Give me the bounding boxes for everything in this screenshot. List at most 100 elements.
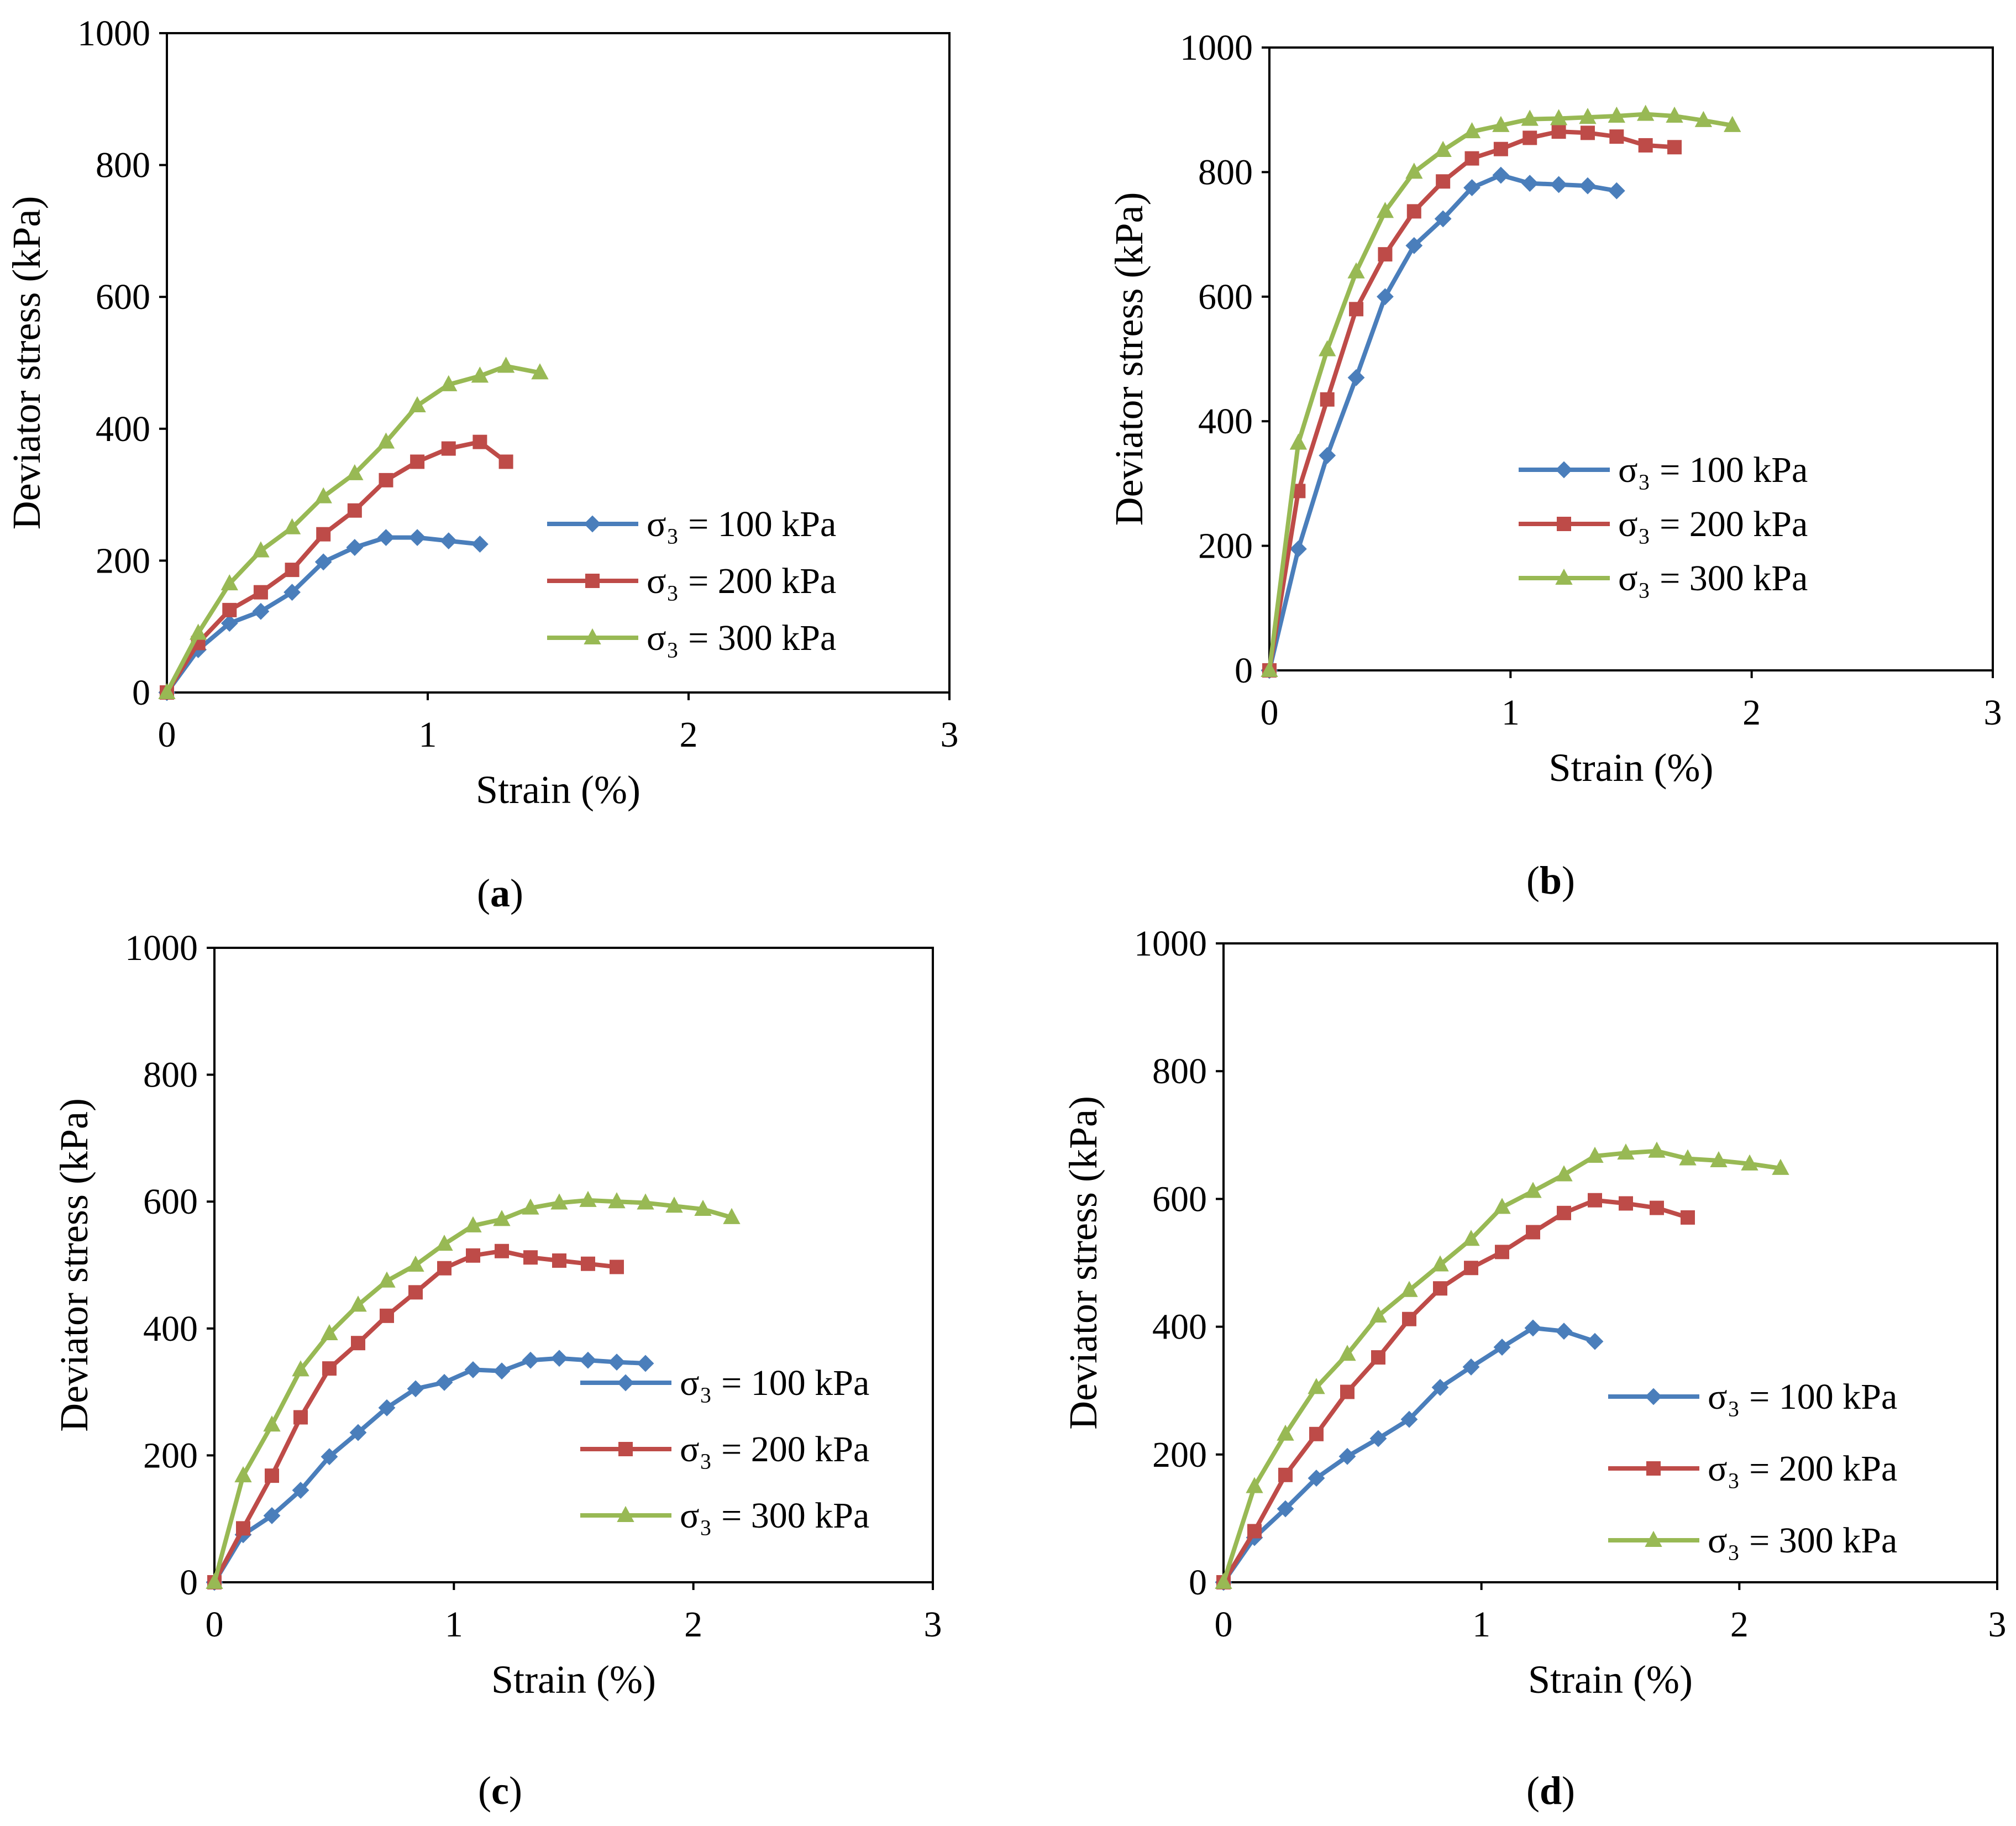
data-point-square bbox=[1580, 125, 1595, 140]
data-point-triangle bbox=[1521, 109, 1539, 126]
data-point-triangle bbox=[252, 541, 270, 558]
legend-marker-triangle bbox=[617, 1505, 634, 1522]
y-tick-label: 1000 bbox=[1180, 28, 1253, 68]
y-axis-title: Deviator stress (kPa) bbox=[52, 1098, 96, 1432]
data-point-diamond bbox=[1369, 1430, 1387, 1447]
data-point-diamond bbox=[1492, 166, 1510, 184]
data-point-triangle bbox=[292, 1360, 309, 1377]
data-point-square bbox=[1588, 1193, 1602, 1208]
series-square bbox=[207, 1243, 624, 1589]
x-tick-label: 0 bbox=[206, 1604, 224, 1645]
x-tick-label: 0 bbox=[1261, 692, 1279, 733]
data-point-diamond bbox=[263, 1507, 281, 1524]
x-tick-label: 1 bbox=[445, 1604, 463, 1645]
data-point-triangle bbox=[1493, 1198, 1511, 1214]
y-tick-label: 200 bbox=[96, 541, 150, 581]
data-point-square bbox=[1681, 1210, 1695, 1225]
data-point-triangle bbox=[435, 1235, 453, 1251]
y-tick-label: 200 bbox=[1198, 526, 1253, 566]
legend-entry: σ₃ = 200 kPa bbox=[580, 1429, 869, 1470]
data-point-diamond bbox=[292, 1482, 309, 1499]
data-point-triangle bbox=[1434, 140, 1452, 157]
y-tick-label: 800 bbox=[1152, 1051, 1207, 1092]
data-point-diamond bbox=[1289, 540, 1307, 558]
series-line bbox=[212, 1356, 648, 1584]
legend-marker-diamond bbox=[1645, 1388, 1662, 1405]
data-point-square bbox=[379, 473, 393, 487]
data-point-diamond bbox=[440, 532, 458, 550]
data-point-square bbox=[1247, 1524, 1262, 1539]
data-point-square bbox=[495, 1243, 509, 1258]
data-point-square bbox=[498, 454, 513, 469]
data-point-triangle bbox=[378, 1271, 396, 1288]
data-point-triangle bbox=[1666, 106, 1683, 123]
data-point-triangle bbox=[1369, 1306, 1387, 1323]
series-line bbox=[165, 364, 542, 695]
x-tick-label: 3 bbox=[941, 715, 959, 755]
data-point-diamond bbox=[471, 536, 489, 553]
data-point-triangle bbox=[1308, 1378, 1325, 1394]
data-point-triangle bbox=[440, 375, 458, 391]
data-point-square bbox=[1309, 1426, 1324, 1441]
series-triangle bbox=[206, 1190, 741, 1589]
data-point-triangle bbox=[314, 487, 332, 503]
data-point-triangle bbox=[263, 1415, 281, 1432]
y-tick-label: 600 bbox=[143, 1182, 198, 1222]
legend-marker-square bbox=[1646, 1461, 1661, 1476]
data-point-diamond bbox=[1308, 1470, 1325, 1487]
legend-marker-square bbox=[585, 574, 600, 588]
panel-caption: (d) bbox=[1526, 1769, 1575, 1813]
x-tick-label: 2 bbox=[680, 715, 698, 755]
data-point-triangle bbox=[1405, 162, 1423, 179]
data-point-diamond bbox=[1462, 1358, 1480, 1376]
x-axis-title: Strain (%) bbox=[1549, 746, 1714, 790]
data-point-diamond bbox=[1579, 177, 1597, 195]
y-tick-label: 1000 bbox=[125, 928, 198, 968]
series-line bbox=[165, 439, 508, 695]
data-point-triangle bbox=[493, 1210, 511, 1226]
legend-marker-triangle bbox=[1645, 1530, 1662, 1547]
data-point-triangle bbox=[471, 366, 489, 383]
data-point-triangle bbox=[1261, 660, 1278, 677]
series-triangle bbox=[1261, 104, 1741, 677]
x-axis-title: Strain (%) bbox=[1528, 1657, 1693, 1702]
y-tick-label: 1000 bbox=[77, 13, 150, 54]
legend-label: σ₃ = 300 kPa bbox=[647, 618, 836, 658]
panel-d: 0 200 400 600 800 1000 0 1 2 3 Strain (%) Deviator … bbox=[1061, 924, 2007, 1813]
data-point-triangle bbox=[1400, 1281, 1418, 1297]
data-point-square bbox=[1349, 302, 1364, 317]
legend-label: σ₃ = 200 kPa bbox=[1618, 504, 1808, 544]
data-point-triangle bbox=[637, 1193, 654, 1210]
series-triangle bbox=[1215, 1141, 1789, 1589]
legend-marker-diamond bbox=[584, 515, 601, 533]
data-point-triangle bbox=[1724, 116, 1741, 132]
x-tick-label: 1 bbox=[419, 715, 437, 755]
legend-entry: σ₃ = 100 kPa bbox=[1608, 1377, 1897, 1417]
data-point-square bbox=[441, 441, 456, 456]
data-point-square bbox=[410, 454, 425, 469]
data-point-square bbox=[1433, 1281, 1447, 1296]
data-point-diamond bbox=[1338, 1447, 1356, 1465]
data-point-square bbox=[1609, 129, 1624, 144]
data-point-diamond bbox=[608, 1353, 626, 1371]
data-point-triangle bbox=[1277, 1424, 1294, 1441]
data-point-diamond bbox=[346, 539, 364, 556]
data-point-square bbox=[1619, 1196, 1633, 1211]
legend-entry: σ₃ = 200 kPa bbox=[547, 561, 836, 601]
data-point-diamond bbox=[1405, 237, 1423, 254]
y-tick-label: 1000 bbox=[1134, 924, 1207, 964]
data-point-triangle bbox=[1741, 1154, 1758, 1171]
data-point-diamond bbox=[252, 602, 270, 620]
data-point-square bbox=[1638, 138, 1653, 153]
data-point-diamond bbox=[522, 1351, 539, 1369]
data-point-square bbox=[1493, 141, 1508, 156]
x-tick-label: 3 bbox=[1988, 1604, 2007, 1645]
data-point-square bbox=[523, 1250, 538, 1265]
data-point-diamond bbox=[464, 1361, 482, 1378]
data-point-diamond bbox=[637, 1355, 654, 1372]
y-tick-label: 800 bbox=[96, 145, 150, 186]
panel-caption: (c) bbox=[478, 1769, 522, 1813]
data-point-triangle bbox=[1462, 1230, 1480, 1246]
data-point-triangle bbox=[1338, 1345, 1356, 1361]
y-tick-label: 200 bbox=[143, 1435, 198, 1476]
